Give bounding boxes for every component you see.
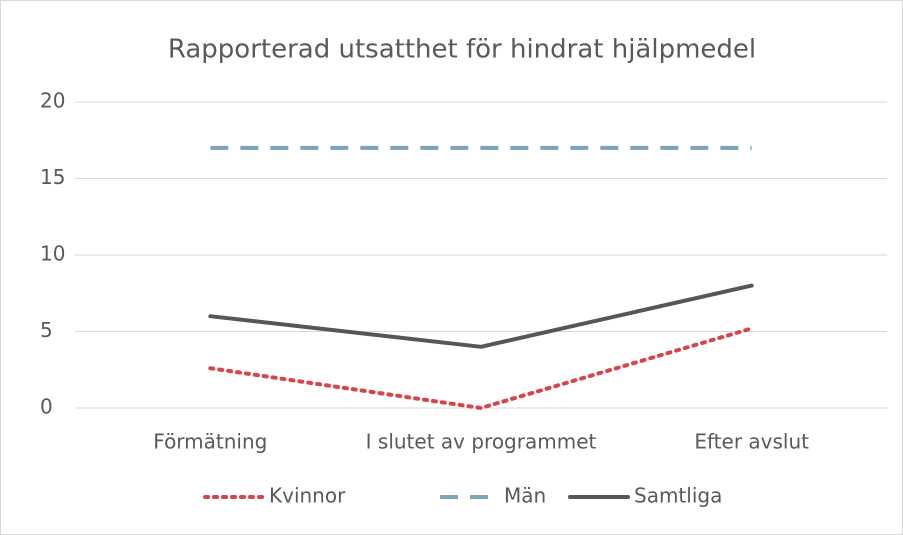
series-line <box>208 283 754 349</box>
y-tick-label: 10 <box>40 242 65 266</box>
legend-label: Män <box>504 484 546 508</box>
y-tick-label: 5 <box>40 318 53 342</box>
y-tick-label: 15 <box>40 165 65 189</box>
series-line <box>208 326 754 410</box>
x-tick-label: I slutet av programmet <box>366 430 597 454</box>
chart-title: Rapporterad utsatthet för hindrat hjälpm… <box>168 35 756 65</box>
y-tick-label: 0 <box>40 395 53 419</box>
y-tick-label: 20 <box>40 89 65 113</box>
x-tick-label: Förmätning <box>153 430 267 454</box>
legend-label: Samtliga <box>634 484 722 508</box>
legend-label: Kvinnor <box>269 484 346 508</box>
x-tick-label: Efter avslut <box>694 430 809 454</box>
